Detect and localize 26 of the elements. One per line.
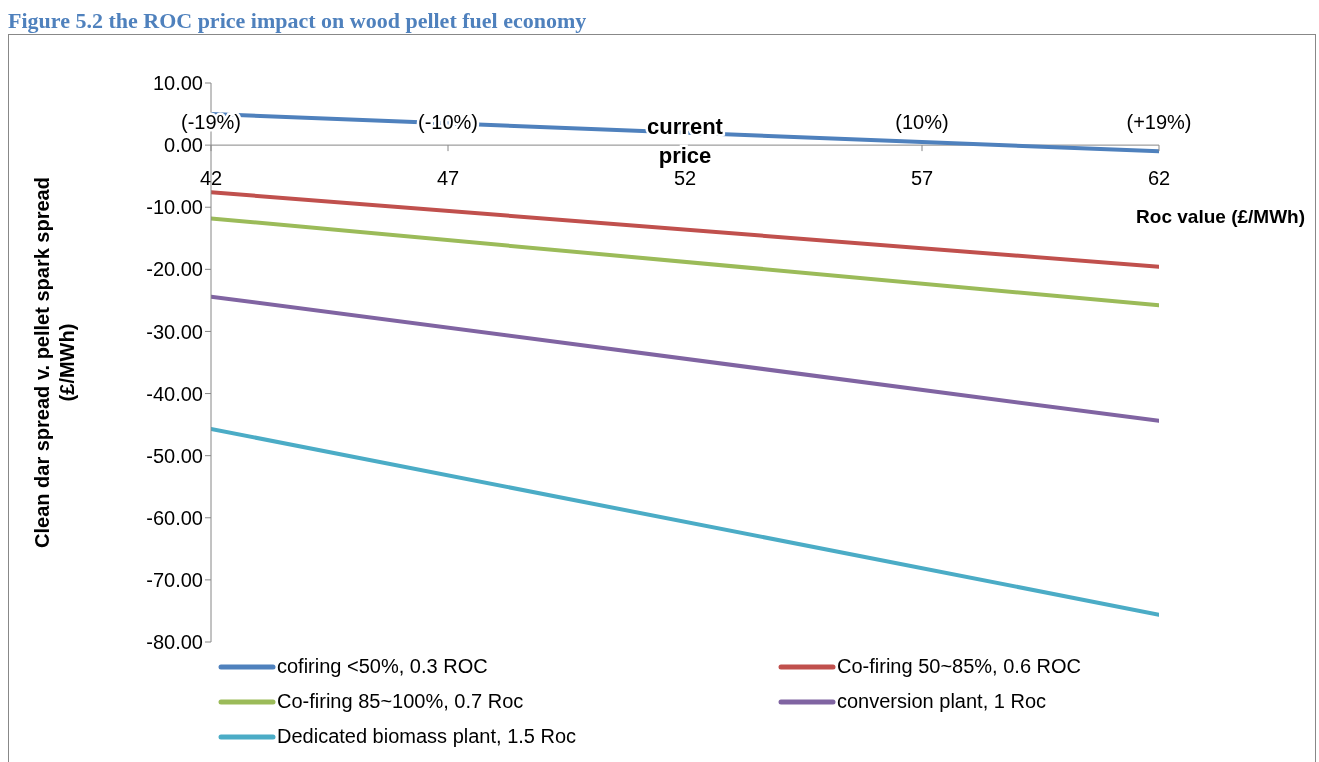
y-tick-label: -70.00: [146, 568, 203, 591]
y-tick-label: -60.00: [146, 506, 203, 529]
y-tick-label: -30.00: [146, 320, 203, 343]
legend-label: cofiring <50%, 0.3 ROC: [277, 655, 488, 678]
annotation: (10%): [895, 111, 949, 134]
x-tick-label: 47: [436, 167, 460, 190]
x-tick-label: 52: [673, 167, 697, 190]
annotation: (-19%): [180, 111, 242, 134]
legend-label: Co-firing 85~100%, 0.7 Roc: [277, 690, 524, 713]
x-tick-label: 42: [199, 167, 223, 190]
y-tick-label: -50.00: [146, 444, 203, 467]
y-tick-label: -40.00: [146, 382, 203, 405]
y-tick-label: -20.00: [146, 258, 203, 281]
legend-label: Dedicated biomass plant, 1.5 Roc: [277, 725, 577, 748]
legend-label: Co-firing 50~85%, 0.6 ROC: [837, 655, 1082, 678]
y-tick-label: -10.00: [146, 196, 203, 219]
y-axis-title: Clean dar spread v. pellet spark spread (£/MWh): [31, 177, 78, 548]
x-tick-label: 57: [910, 167, 934, 190]
annotation: (+19%): [1126, 111, 1192, 134]
legend-label: conversion plant, 1 Roc: [837, 690, 1047, 713]
y-tick-label: 0.00: [164, 134, 203, 157]
x-axis-title: Roc value (£/MWh): [1136, 206, 1305, 228]
chart-title: Figure 5.2 the ROC price impact on wood pellet fuel economy: [8, 8, 588, 34]
y-tick-label: -80.00: [146, 631, 203, 654]
y-tick-label: 10.00: [152, 72, 203, 95]
x-tick-label: 62: [1147, 167, 1171, 190]
